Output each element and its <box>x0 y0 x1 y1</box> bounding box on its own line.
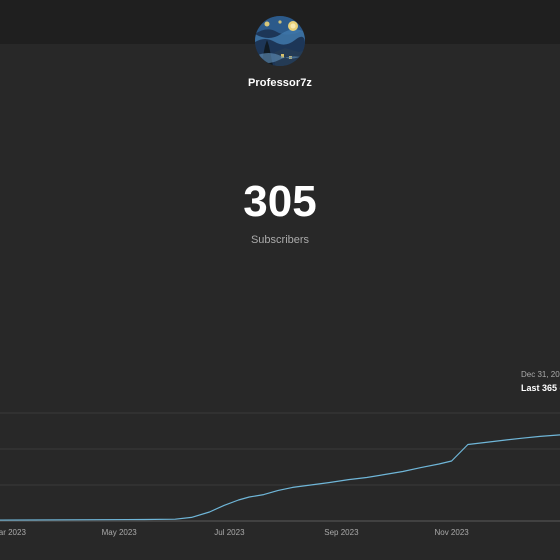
channel-profile: Professor7z <box>0 16 560 89</box>
x-tick-label: Jul 2023 <box>214 528 245 537</box>
series-line <box>0 434 560 521</box>
x-tick-label: Nov 2023 <box>434 528 469 537</box>
tooltip-date: Dec 31, 202 <box>521 370 560 379</box>
avatar-image <box>255 16 305 66</box>
starry-night-avatar[interactable] <box>255 16 305 66</box>
x-tick-label: Mar 2023 <box>0 528 26 537</box>
subscriber-stat: 305 Subscribers <box>0 176 560 246</box>
x-tick-label: May 2023 <box>102 528 138 537</box>
chart-tooltip: Dec 31, 202 Last 365 d <box>521 370 560 393</box>
subscriber-line-chart[interactable]: Mar 2023 May 2023 Jul 2023 Sep 2023 Nov 2023 <box>0 400 560 560</box>
x-tick-label: Sep 2023 <box>324 528 359 537</box>
tooltip-range: Last 365 d <box>521 383 560 393</box>
subscriber-label: Subscribers <box>250 234 310 246</box>
subscriber-count: 305 <box>243 177 317 226</box>
channel-name[interactable]: Professor7z <box>247 77 313 89</box>
